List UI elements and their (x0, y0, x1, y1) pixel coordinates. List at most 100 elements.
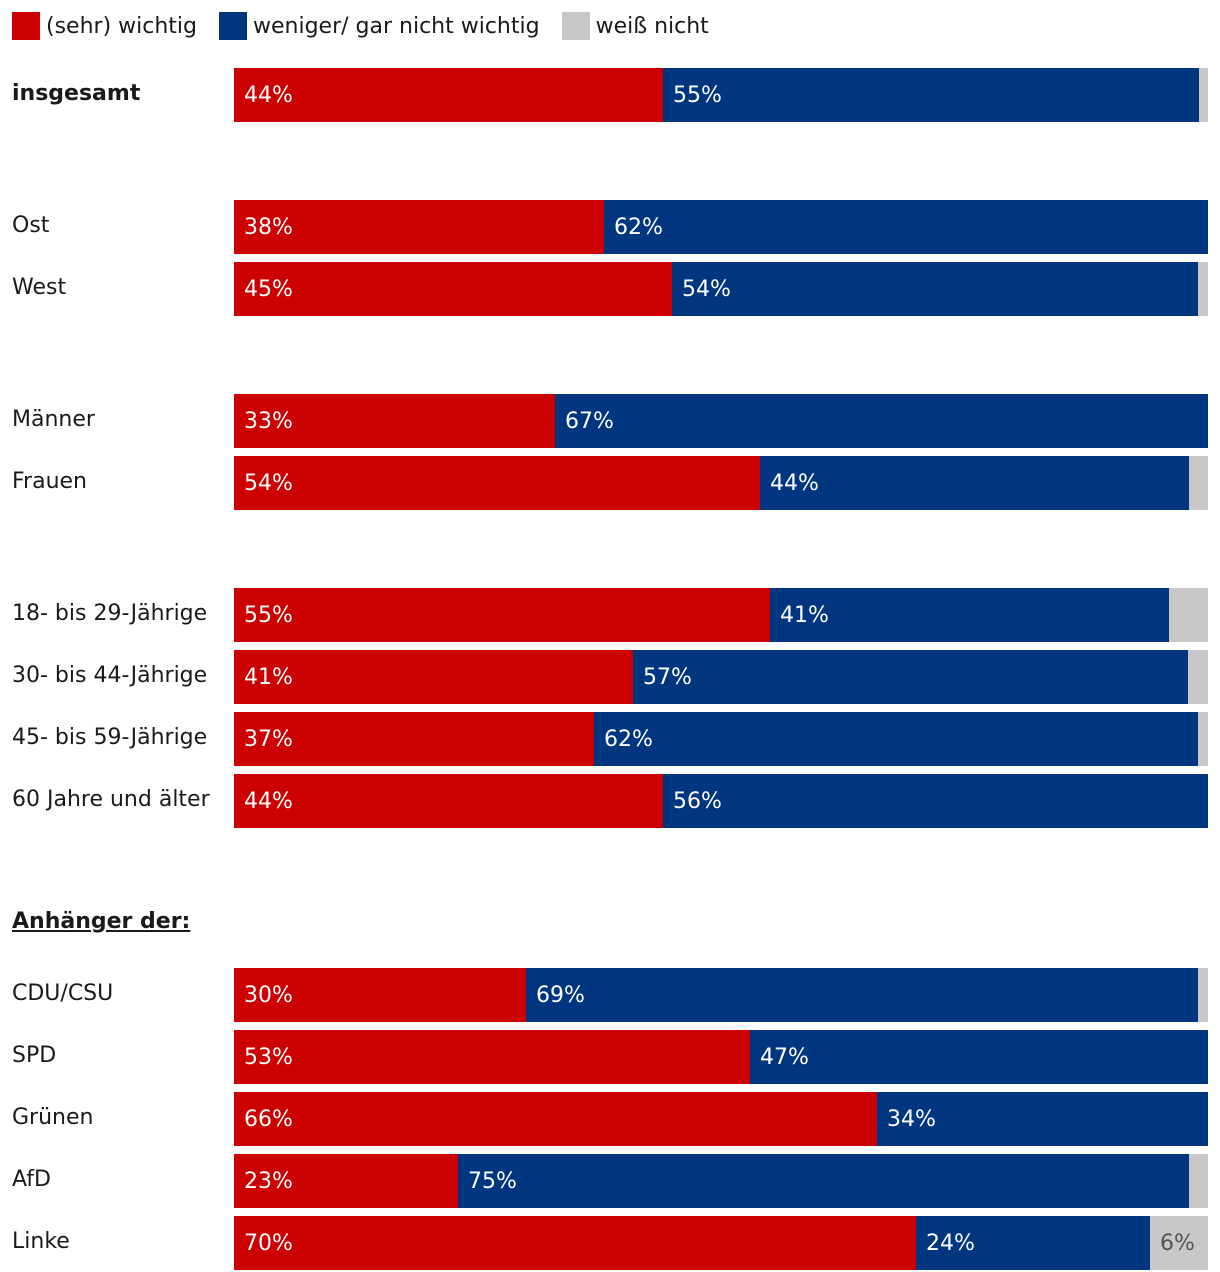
value-label-wichtig: 30% (244, 983, 293, 1008)
legend-swatch-weiss-nicht (561, 12, 590, 40)
bar-ost: 38% 62% (234, 200, 1208, 254)
value-label-wichtig: 45% (244, 277, 293, 302)
bar-segment-wichtig: 45% (234, 262, 672, 316)
bar-18-bis-29-jährige: 55% 41% (234, 588, 1208, 642)
bar-segment-wichtig: 53% (234, 1030, 750, 1084)
bar-segment-wichtig: 55% (234, 588, 770, 642)
row-label-ost: Ost (12, 213, 50, 238)
value-label-wichtig: 70% (244, 1231, 293, 1256)
bar-segment-nicht-wichtig: 75% (458, 1154, 1189, 1208)
bar-segment-weiss-nicht (1199, 68, 1208, 122)
row-label-männer: Männer (12, 407, 95, 432)
legend-item-nicht-wichtig: weniger/ gar nicht wichtig (219, 12, 540, 40)
value-label-wichtig: 66% (244, 1107, 293, 1132)
bar-linke: 70% 24% 6% (234, 1216, 1208, 1270)
bar-segment-nicht-wichtig: 67% (555, 394, 1208, 448)
value-label-wichtig: 44% (244, 83, 293, 108)
value-label-wichtig: 54% (244, 471, 293, 496)
bar-segment-weiss-nicht (1189, 1154, 1208, 1208)
value-label-wichtig: 33% (244, 409, 293, 434)
bar-west: 45% 54% (234, 262, 1208, 316)
bar-segment-wichtig: 44% (234, 774, 663, 828)
bar-segment-nicht-wichtig: 34% (877, 1092, 1208, 1146)
value-label-nicht-wichtig: 47% (760, 1045, 809, 1070)
row-label-linke: Linke (12, 1229, 70, 1254)
value-label-nicht-wichtig: 34% (887, 1107, 936, 1132)
value-label-nicht-wichtig: 44% (770, 471, 819, 496)
bar-segment-nicht-wichtig: 54% (672, 262, 1198, 316)
bar-segment-weiss-nicht (1198, 968, 1208, 1022)
bar-segment-nicht-wichtig: 57% (633, 650, 1188, 704)
row-label-18-bis-29-jährige: 18- bis 29-Jährige (12, 601, 208, 626)
bar-segment-wichtig: 44% (234, 68, 663, 122)
value-label-nicht-wichtig: 24% (926, 1231, 975, 1256)
value-label-nicht-wichtig: 54% (682, 277, 731, 302)
row-label-grünen: Grünen (12, 1105, 94, 1130)
value-label-wichtig: 41% (244, 665, 293, 690)
bar-30-bis-44-jährige: 41% 57% (234, 650, 1208, 704)
row-label-insgesamt: insgesamt (12, 81, 141, 106)
legend-item-weiss-nicht: weiß nicht (561, 12, 709, 40)
bar-segment-nicht-wichtig: 62% (594, 712, 1198, 766)
row-label-west: West (12, 275, 67, 300)
value-label-wichtig: 44% (244, 789, 293, 814)
bar-segment-weiss-nicht (1198, 712, 1208, 766)
legend-item-wichtig: (sehr) wichtig (12, 12, 197, 40)
value-label-nicht-wichtig: 69% (536, 983, 585, 1008)
legend-label-wichtig: (sehr) wichtig (46, 13, 197, 39)
bar-60-jahre-und-älter: 44% 56% (234, 774, 1208, 828)
value-label-nicht-wichtig: 55% (673, 83, 722, 108)
group-heading: Anhänger der: (12, 909, 191, 934)
value-label-wichtig: 53% (244, 1045, 293, 1070)
value-label-wichtig: 37% (244, 727, 293, 752)
value-label-wichtig: 38% (244, 215, 293, 240)
row-label-cdu-csu: CDU/CSU (12, 981, 114, 1006)
bar-segment-nicht-wichtig: 62% (604, 200, 1208, 254)
bar-segment-wichtig: 23% (234, 1154, 458, 1208)
row-label-60-jahre-und-älter: 60 Jahre und älter (12, 787, 210, 812)
value-label-nicht-wichtig: 56% (673, 789, 722, 814)
row-label-afd: AfD (12, 1167, 51, 1192)
bar-segment-nicht-wichtig: 47% (750, 1030, 1208, 1084)
value-label-weiss-nicht: 6% (1160, 1231, 1195, 1256)
legend-swatch-wichtig (12, 12, 40, 40)
bar-segment-wichtig: 38% (234, 200, 604, 254)
bar-segment-nicht-wichtig: 56% (663, 774, 1208, 828)
value-label-nicht-wichtig: 75% (468, 1169, 517, 1194)
bar-insgesamt: 44% 55% (234, 68, 1208, 122)
legend-label-nicht-wichtig: weniger/ gar nicht wichtig (253, 13, 540, 39)
bar-segment-wichtig: 30% (234, 968, 526, 1022)
bar-segment-wichtig: 70% (234, 1216, 916, 1270)
value-label-nicht-wichtig: 41% (780, 603, 829, 628)
value-label-nicht-wichtig: 62% (604, 727, 653, 752)
legend-label-weiss-nicht: weiß nicht (595, 13, 709, 39)
legend-swatch-nicht-wichtig (219, 12, 247, 40)
row-label-30-bis-44-jährige: 30- bis 44-Jährige (12, 663, 208, 688)
bar-segment-weiss-nicht (1188, 650, 1208, 704)
row-label-spd: SPD (12, 1043, 57, 1068)
bar-spd: 53% 47% (234, 1030, 1208, 1084)
bar-segment-weiss-nicht (1198, 262, 1208, 316)
bar-segment-wichtig: 33% (234, 394, 555, 448)
bar-segment-wichtig: 54% (234, 456, 760, 510)
bar-segment-nicht-wichtig: 69% (526, 968, 1198, 1022)
value-label-nicht-wichtig: 62% (614, 215, 663, 240)
row-label-45-bis-59-jährige: 45- bis 59-Jährige (12, 725, 208, 750)
bar-afd: 23% 75% (234, 1154, 1208, 1208)
value-label-wichtig: 23% (244, 1169, 293, 1194)
value-label-wichtig: 55% (244, 603, 293, 628)
bar-segment-nicht-wichtig: 44% (760, 456, 1189, 510)
bar-segment-weiss-nicht: 6% (1150, 1216, 1208, 1270)
bar-cdu-csu: 30% 69% (234, 968, 1208, 1022)
bar-frauen: 54% 44% (234, 456, 1208, 510)
bar-segment-nicht-wichtig: 24% (916, 1216, 1150, 1270)
bar-segment-weiss-nicht (1169, 588, 1208, 642)
bar-segment-wichtig: 66% (234, 1092, 877, 1146)
bar-segment-nicht-wichtig: 41% (770, 588, 1169, 642)
bar-grünen: 66% 34% (234, 1092, 1208, 1146)
value-label-nicht-wichtig: 67% (565, 409, 614, 434)
bar-segment-wichtig: 41% (234, 650, 633, 704)
bar-45-bis-59-jährige: 37% 62% (234, 712, 1208, 766)
row-label-frauen: Frauen (12, 469, 88, 494)
